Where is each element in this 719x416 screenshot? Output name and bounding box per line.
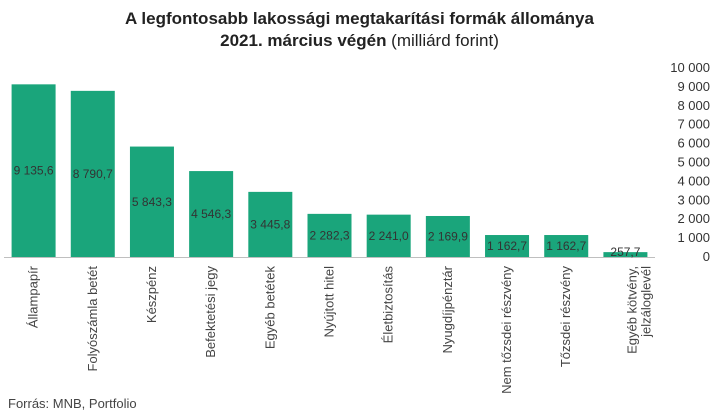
y-tick-label: 8 000	[677, 98, 710, 113]
title-line-2: 2021. március végén (milliárd forint)	[0, 30, 719, 52]
bar	[11, 84, 56, 257]
y-tick-label: 6 000	[677, 136, 710, 151]
value-label: 257,7	[610, 245, 640, 259]
y-tick-label: 0	[703, 249, 710, 264]
value-label: 9 135,6	[14, 164, 54, 178]
y-tick-label: 10 000	[670, 60, 710, 75]
x-tick-label: Nyújtott hitel	[322, 266, 337, 338]
x-tick-label: Készpénz	[144, 266, 159, 323]
x-tick-label: Egyéb kötvény,jelzáloglevél	[624, 266, 653, 354]
value-label: 3 445,8	[250, 217, 290, 231]
title-line-1: A legfontosabb lakossági megtakarítási f…	[125, 9, 594, 28]
value-label: 2 169,9	[428, 229, 468, 243]
bar	[425, 215, 470, 257]
bar	[248, 191, 293, 257]
value-label: 5 843,3	[132, 195, 172, 209]
y-tick-label: 5 000	[677, 155, 710, 170]
title-date: 2021. március végén	[220, 31, 387, 50]
x-tick-label: Egyéb betétek	[262, 266, 277, 350]
bar	[129, 146, 174, 257]
y-tick-label: 1 000	[677, 230, 710, 245]
x-tick-label: Nem tőzsdei részvény	[499, 266, 514, 394]
x-tick-label: Folyószámla betét	[85, 266, 100, 372]
x-tick-label: Tőzsdei részvény	[558, 266, 573, 368]
x-tick-label: Nyugdíjpénztár	[440, 265, 455, 353]
value-label: 1 162,7	[546, 239, 586, 253]
value-label: 4 546,3	[191, 207, 231, 221]
bar	[366, 214, 411, 257]
x-tick-label: Befektetési jegy	[203, 266, 218, 358]
bar	[307, 213, 352, 257]
title-unit: (milliárd forint)	[386, 31, 499, 50]
bar	[485, 235, 530, 257]
value-label: 2 241,0	[369, 229, 409, 243]
bar	[189, 171, 234, 257]
x-tick-label: Életbiztosítás	[381, 266, 396, 344]
bar	[70, 90, 115, 257]
x-tick-label: Állampapír	[26, 265, 41, 328]
source-note: Forrás: MNB, Portfolio	[8, 396, 137, 411]
value-label: 8 790,7	[73, 167, 113, 181]
value-label: 2 282,3	[309, 228, 349, 242]
bar	[544, 235, 589, 257]
y-tick-label: 3 000	[677, 192, 710, 207]
chart-title: A legfontosabb lakossági megtakarítási f…	[0, 8, 719, 52]
bar	[603, 252, 648, 257]
y-tick-label: 7 000	[677, 117, 710, 132]
y-tick-label: 4 000	[677, 173, 710, 188]
value-label: 1 162,7	[487, 239, 527, 253]
y-tick-label: 2 000	[677, 211, 710, 226]
y-tick-label: 9 000	[677, 79, 710, 94]
